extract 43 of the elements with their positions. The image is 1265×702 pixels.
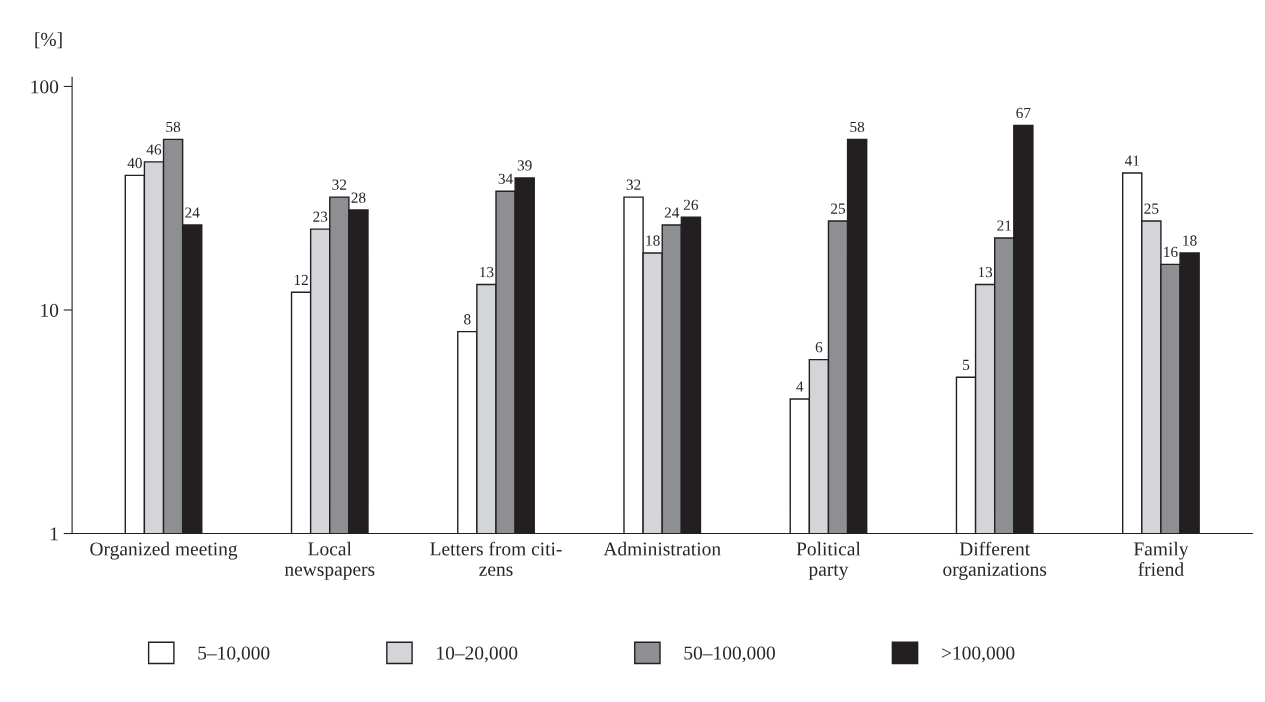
data-label: 67 xyxy=(1016,107,1031,119)
x-tick-label: Different organizations xyxy=(943,541,1047,580)
data-label: 58 xyxy=(166,121,181,133)
data-label: 32 xyxy=(626,179,641,190)
data-label: 25 xyxy=(1144,203,1159,214)
legend-label: 50–100,000 xyxy=(684,646,775,663)
data-label: 32 xyxy=(332,179,347,190)
data-label: 8 xyxy=(464,314,471,325)
y-tick-label: 1 xyxy=(50,527,58,541)
y-tick-label: 100 xyxy=(31,80,59,94)
legend-label: 10–20,000 xyxy=(437,646,518,663)
data-label: 16 xyxy=(1164,246,1178,258)
data-label: 21 xyxy=(997,220,1011,231)
data-label: 23 xyxy=(313,211,328,222)
x-tick-label: Family friend xyxy=(1133,541,1189,576)
data-label: 28 xyxy=(351,192,366,203)
data-label: 46 xyxy=(146,144,162,155)
data-label: 40 xyxy=(127,157,142,169)
y-tick-label: 10 xyxy=(41,303,59,317)
data-label: 34 xyxy=(498,173,513,184)
x-tick-label: Political party xyxy=(796,541,861,580)
x-tick-label: Letters from citi- zens xyxy=(430,541,562,576)
data-label: 12 xyxy=(294,274,308,285)
data-label: 6 xyxy=(815,342,823,353)
data-label: 5 xyxy=(963,359,970,371)
data-label: 41 xyxy=(1124,155,1139,166)
data-label: 18 xyxy=(646,235,660,246)
data-label: 13 xyxy=(978,266,993,278)
data-label: 58 xyxy=(850,121,865,133)
data-label: 18 xyxy=(1183,235,1197,246)
data-label: 13 xyxy=(480,266,494,278)
x-tick-label: Organized meeting xyxy=(90,541,238,560)
data-label: 24 xyxy=(185,207,200,218)
x-tick-label: Administration xyxy=(603,541,721,556)
data-label: 26 xyxy=(683,199,699,210)
y-axis-title: [%] xyxy=(35,32,62,49)
legend-label: 5–10,000 xyxy=(198,646,270,663)
data-label: 39 xyxy=(517,160,532,171)
data-label: 4 xyxy=(796,381,804,392)
legend-label: >100,000 xyxy=(941,646,1015,663)
data-label: 24 xyxy=(664,207,680,218)
data-label: 25 xyxy=(831,203,846,214)
x-tick-label: Local newspapers xyxy=(284,541,375,580)
